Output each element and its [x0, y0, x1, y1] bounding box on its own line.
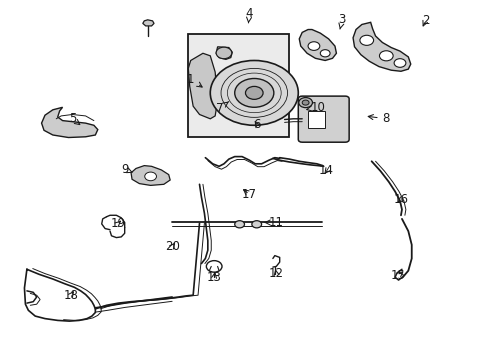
Polygon shape	[299, 30, 336, 60]
Circle shape	[302, 100, 308, 105]
Text: 1: 1	[186, 73, 202, 87]
Text: 5: 5	[68, 112, 80, 125]
Polygon shape	[41, 107, 98, 138]
Bar	[188, 34, 288, 137]
Text: 17: 17	[242, 188, 256, 201]
Circle shape	[320, 50, 329, 57]
Text: 14: 14	[319, 165, 333, 177]
Circle shape	[251, 221, 261, 228]
Text: 20: 20	[164, 240, 179, 253]
Circle shape	[307, 42, 319, 50]
Circle shape	[298, 98, 312, 108]
Circle shape	[359, 35, 373, 45]
Polygon shape	[131, 166, 170, 185]
Text: 13: 13	[206, 271, 221, 284]
Polygon shape	[188, 53, 217, 119]
Polygon shape	[352, 22, 410, 71]
Text: 18: 18	[63, 289, 78, 302]
Text: 3: 3	[338, 13, 346, 29]
Polygon shape	[142, 20, 154, 26]
Text: 16: 16	[393, 193, 407, 206]
Circle shape	[210, 60, 298, 125]
Circle shape	[379, 51, 392, 61]
Text: 11: 11	[264, 216, 283, 229]
Text: 15: 15	[390, 269, 405, 282]
Circle shape	[216, 47, 231, 59]
Polygon shape	[216, 47, 232, 59]
Text: 12: 12	[268, 267, 283, 280]
Circle shape	[234, 78, 273, 107]
FancyBboxPatch shape	[298, 96, 348, 142]
Text: 6: 6	[252, 118, 260, 131]
Bar	[307, 111, 325, 128]
Circle shape	[245, 86, 263, 99]
Circle shape	[393, 59, 405, 67]
Text: 2: 2	[421, 14, 428, 27]
Text: 19: 19	[111, 217, 125, 230]
Text: 7: 7	[216, 102, 228, 114]
Circle shape	[234, 221, 244, 228]
Circle shape	[144, 172, 156, 181]
Text: 9: 9	[121, 163, 132, 176]
Text: 4: 4	[245, 7, 253, 23]
Text: 8: 8	[367, 112, 389, 125]
Text: 10: 10	[306, 101, 325, 114]
